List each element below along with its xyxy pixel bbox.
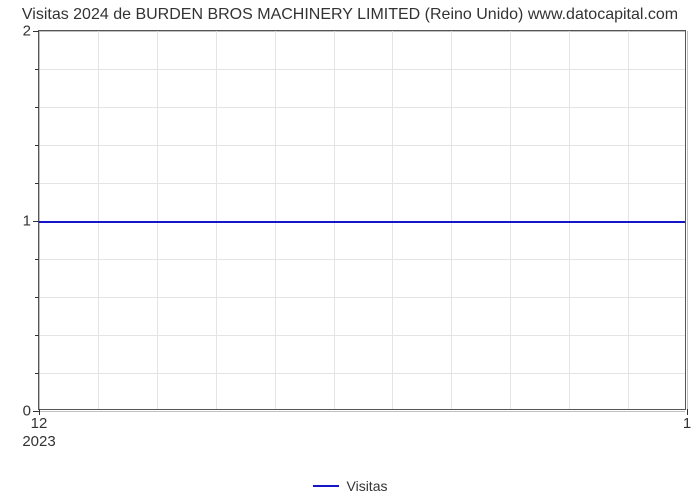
y-gridline-minor <box>39 297 685 298</box>
plot-area: 0121212023 <box>38 30 686 410</box>
x-gridline-minor <box>392 31 393 409</box>
x-gridline-minor <box>275 31 276 409</box>
x-gridline-major <box>687 31 688 409</box>
y-gridline-minor <box>39 107 685 108</box>
x-gridline-major <box>39 31 40 409</box>
y-gridline-minor <box>39 145 685 146</box>
y-gridline-minor <box>39 69 685 70</box>
y-gridline-minor <box>39 259 685 260</box>
y-gridline-minor <box>39 373 685 374</box>
legend-label: Visitas <box>347 478 388 494</box>
x-tick-mark <box>687 409 688 415</box>
legend: Visitas <box>0 478 700 494</box>
x-gridline-minor <box>334 31 335 409</box>
data-line <box>39 221 685 223</box>
x-gridline-minor <box>628 31 629 409</box>
y-gridline-major <box>39 411 685 412</box>
x-gridline-minor <box>569 31 570 409</box>
y-gridline-minor <box>39 335 685 336</box>
chart-container: Visitas 2024 de BURDEN BROS MACHINERY LI… <box>0 0 700 500</box>
x-gridline-minor <box>157 31 158 409</box>
x-gridline-minor <box>98 31 99 409</box>
legend-swatch <box>313 485 339 487</box>
x-gridline-minor <box>216 31 217 409</box>
x-tick-mark <box>39 409 40 415</box>
y-gridline-major <box>39 31 685 32</box>
y-gridline-minor <box>39 183 685 184</box>
chart-title: Visitas 2024 de BURDEN BROS MACHINERY LI… <box>0 6 700 24</box>
x-year-label: 2023 <box>22 433 55 450</box>
x-gridline-minor <box>451 31 452 409</box>
x-gridline-minor <box>510 31 511 409</box>
